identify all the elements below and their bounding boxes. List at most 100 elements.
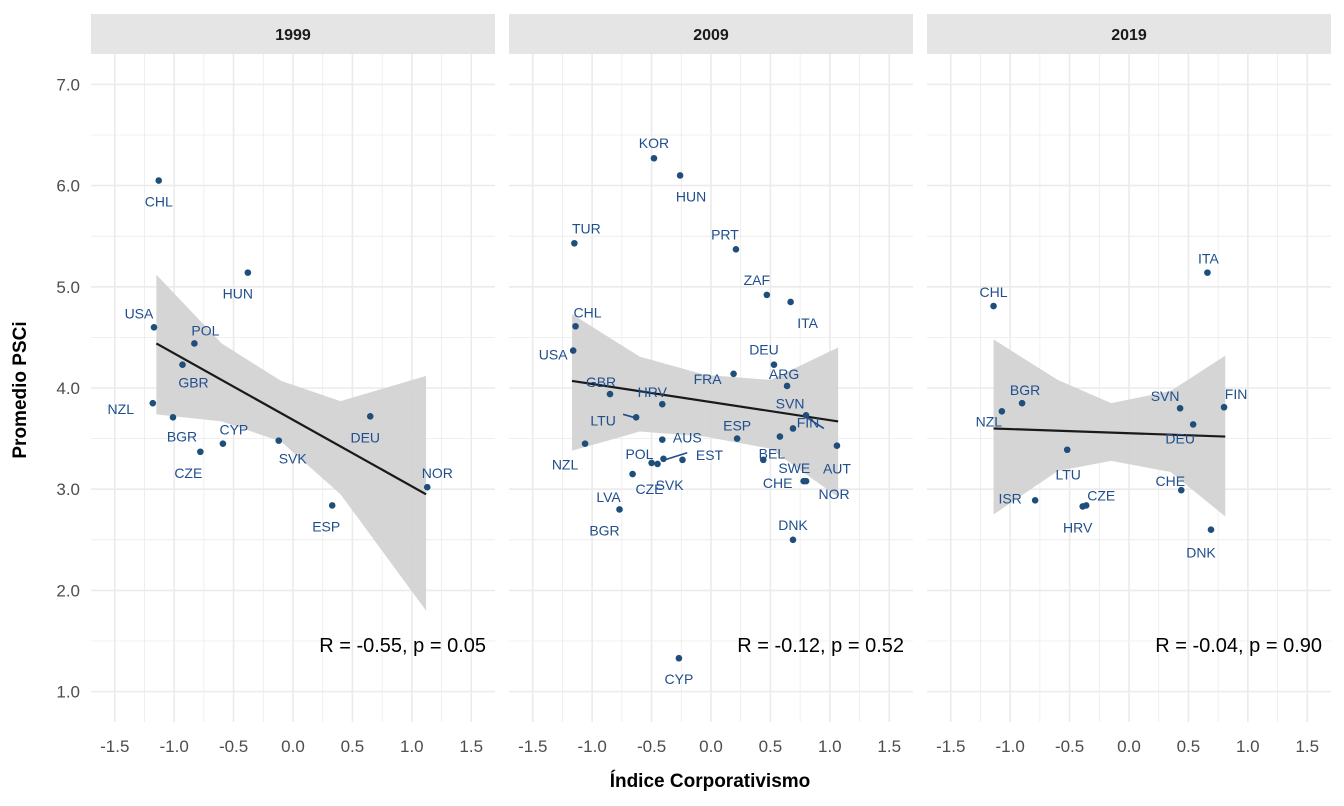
point-label-cyp: CYP <box>665 671 694 687</box>
data-point-lva <box>629 470 636 478</box>
point-label-nzl: NZL <box>552 457 579 473</box>
x-axis-title: Índice Corporativismo <box>610 770 811 792</box>
x-tick-label: 1.5 <box>1295 737 1319 756</box>
y-tick-label: 4.0 <box>56 379 80 398</box>
point-label-chl: CHL <box>145 194 173 210</box>
data-point-esp <box>328 502 336 509</box>
y-tick-label: 1.0 <box>56 683 80 702</box>
x-tick-label: -1.0 <box>160 737 189 756</box>
point-label-gbr: GBR <box>178 375 208 391</box>
data-point-chl <box>155 177 163 184</box>
point-label-fin: FIN <box>797 414 820 430</box>
data-point-nzl <box>581 440 589 447</box>
point-label-fra: FRA <box>694 371 723 387</box>
point-label-nzl: NZL <box>108 401 135 417</box>
point-label-svk: SVK <box>656 477 685 493</box>
x-tick-label: 0.0 <box>1117 737 1141 756</box>
y-tick-label: 3.0 <box>56 480 80 499</box>
x-tick-label: 0.5 <box>341 737 365 756</box>
x-tick-label: -1.5 <box>100 737 129 756</box>
data-point-bgr <box>616 506 623 513</box>
data-point-bgr <box>169 414 177 421</box>
data-point-usa <box>569 347 577 354</box>
data-point-pol <box>191 340 198 347</box>
data-point-ita <box>787 298 794 306</box>
point-label-hrv: HRV <box>638 384 668 400</box>
point-label-pol: POL <box>625 446 653 462</box>
data-point-ltu <box>1063 446 1071 454</box>
point-label-cze: CZE <box>174 465 202 481</box>
data-point-nor <box>423 483 431 491</box>
point-label-nor: NOR <box>818 486 849 502</box>
data-point-cyp <box>675 654 683 662</box>
point-label-swe: SWE <box>778 460 810 476</box>
data-point-hun <box>244 269 252 276</box>
point-label-cze: CZE <box>636 481 664 497</box>
data-point-aus <box>658 436 666 443</box>
point-label-usa: USA <box>539 347 568 363</box>
point-label-gbr: GBR <box>586 374 616 390</box>
data-point-cze <box>654 460 661 468</box>
confidence-band <box>571 314 839 498</box>
point-label-lva: LVA <box>596 489 621 505</box>
point-label-tur: TUR <box>572 220 601 236</box>
data-point-deu <box>770 361 778 369</box>
point-label-prt: PRT <box>711 226 739 242</box>
point-label-hun: HUN <box>676 188 706 204</box>
x-tick-label: -1.0 <box>578 737 607 756</box>
x-tick-label: 1.0 <box>1236 737 1260 756</box>
data-point-gbr <box>606 390 614 398</box>
x-tick-label: 1.0 <box>818 737 842 756</box>
data-point-esp <box>733 435 741 442</box>
point-label-arg: ARG <box>769 366 799 382</box>
data-point-tur <box>571 239 578 247</box>
y-tick-label: 5.0 <box>56 278 80 297</box>
data-point-cyp <box>219 440 227 447</box>
point-label-dnk: DNK <box>778 517 808 533</box>
data-point-hrv <box>1079 503 1086 510</box>
data-point-deu <box>366 413 374 420</box>
data-point-prt <box>732 246 740 253</box>
panel-title: 2019 <box>1111 27 1147 44</box>
data-point-arg <box>783 382 791 390</box>
data-point-swe <box>759 456 767 464</box>
data-point-che <box>1177 486 1185 494</box>
point-label-che: CHE <box>763 475 793 491</box>
point-label-svn: SVN <box>1151 388 1180 404</box>
point-label-aus: AUS <box>673 430 702 446</box>
confidence-band <box>156 274 427 611</box>
point-label-esp: ESP <box>312 518 340 534</box>
data-point-fin <box>1220 403 1228 411</box>
regression-line <box>993 427 1226 438</box>
panels: 1999 -1.5 -1.0 -0.5 0.0 0.5 1.0 1.5 1.0 2.0 3.0 4.0… <box>56 14 1331 756</box>
point-label-nor: NOR <box>422 465 453 481</box>
point-label-hun: HUN <box>223 286 253 302</box>
data-point-dnk <box>789 536 797 544</box>
point-label-fin: FIN <box>1225 386 1248 402</box>
panel-title: 2009 <box>693 27 729 44</box>
data-point-svn <box>1176 404 1184 412</box>
point-label-ita: ITA <box>797 315 818 331</box>
point-label-deu: DEU <box>749 342 779 358</box>
point-label-isr: ISR <box>998 490 1021 506</box>
confidence-band <box>993 339 1226 517</box>
data-point-nzl <box>149 399 157 407</box>
data-point-fin <box>789 425 797 432</box>
data-point-ita <box>1204 269 1211 276</box>
data-point-est <box>679 456 686 464</box>
point-label-est: EST <box>696 447 724 463</box>
x-tick-label: 0.0 <box>699 737 723 756</box>
data-point-bel <box>776 433 784 440</box>
point-label-hrv: HRV <box>1063 519 1093 535</box>
label-leader <box>804 415 825 430</box>
point-label-nzl: NZL <box>976 413 1003 429</box>
x-tick-label: -0.5 <box>1055 737 1084 756</box>
x-tick-label: 0.5 <box>759 737 783 756</box>
data-point-chl <box>572 322 579 330</box>
data-point-nzl <box>998 407 1006 415</box>
point-label-svn: SVN <box>776 395 805 411</box>
y-tick-label: 7.0 <box>56 75 80 94</box>
data-point-aut <box>833 442 841 449</box>
y-tick-label: 2.0 <box>56 581 80 600</box>
